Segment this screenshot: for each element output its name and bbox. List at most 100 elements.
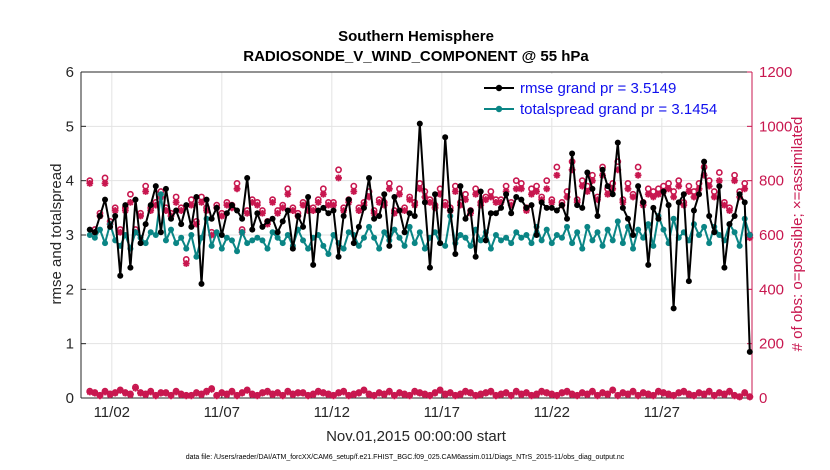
totalspread-point [696,232,703,238]
assimilated-marker [548,391,556,399]
rmse-point [391,193,398,200]
assimilated-marker [279,204,287,212]
assimilated-marker [218,212,226,220]
assimilated-marker [152,201,160,209]
rmse-point [401,229,408,236]
assimilated-marker [269,199,276,206]
assimilated-marker [517,185,525,193]
assimilated-marker [614,392,622,400]
rmse-point [447,207,454,214]
plot-area [86,120,754,401]
assimilated-marker [86,388,94,396]
rmse-point [584,169,591,176]
possible-marker [543,177,551,185]
totalspread-point [381,229,388,236]
assimilated-marker [660,389,667,397]
rmse-point [477,188,484,195]
assimilated-marker [715,177,723,185]
assimilated-marker [497,199,505,206]
rmse-point [599,166,606,173]
assimilated-marker [391,392,398,400]
totalspread-point [442,242,449,249]
assimilated-marker [325,391,332,399]
y-right-tick-label: 0 [759,390,767,407]
totalspread-point [640,234,647,241]
totalspread-point [249,237,256,244]
assimilated-marker [416,185,424,193]
rmse-point [330,207,337,214]
rmse-point [645,261,652,268]
rmse-point [609,191,616,198]
rmse-point [665,202,672,209]
y-right-tick-label: 1000 [759,118,792,135]
assimilated-marker [243,209,251,217]
totalspread-point [198,234,205,241]
totalspread-point [746,232,753,238]
rmse-point [574,202,581,209]
totalspread-point [609,237,616,244]
assimilated-marker [609,386,617,394]
rmse-point [234,207,241,214]
rmse-point [670,305,677,312]
assimilated-marker [675,182,683,190]
possible-marker [127,190,134,198]
rmse-series [86,120,753,355]
assimilated-marker [375,389,383,397]
rmse-point [675,199,682,206]
y-tick-label: 1 [66,336,74,353]
assimilated-marker [101,388,109,396]
x-tick-label: 11/07 [204,404,240,421]
obs-series-5 [86,384,754,401]
assimilated-marker [589,388,596,396]
y-right-tick-label: 400 [759,281,784,298]
rmse-point [635,183,642,190]
assimilated-marker [396,190,403,198]
rmse-point [366,174,373,181]
tick-labels: 0 1 2 3 4 5 6 0 200 400 600 800 1000 1200 11/02 11/07 11… [66,64,793,421]
totalspread-point [457,232,464,238]
assimilated-marker [365,193,373,201]
assimilated-marker [116,228,124,236]
rmse-point [228,202,235,209]
assimilated-marker [649,392,657,400]
rmse-point [310,261,317,268]
rmse-point [381,191,388,198]
totalspread-point [406,223,413,230]
totalspread-point [558,234,565,241]
assimilated-marker [182,392,190,400]
assimilated-marker [243,386,251,394]
y-right-tick-label: 600 [759,227,784,244]
assimilated-marker [340,207,348,214]
assimilated-marker [248,391,256,399]
totalspread-point [284,232,291,238]
rmse-point [498,204,505,211]
rmse-point [315,207,322,214]
assimilated-marker [269,391,276,399]
y-right-tick-label: 800 [759,173,784,190]
legend-marker-rmse [495,84,503,92]
rmse-point [604,183,611,190]
rmse-point [122,202,129,209]
rmse-point [203,196,210,203]
rmse-point [503,191,510,198]
rmse-point [254,210,261,217]
rmse-point [411,212,418,219]
totalspread-point [523,232,530,238]
assimilated-marker [208,231,216,239]
totalspread-point [477,237,484,244]
rmse-point [518,196,525,203]
assimilated-marker [594,196,601,204]
rmse-point [746,348,753,355]
x-tick-label: 11/22 [534,404,570,421]
rmse-point [183,202,190,209]
y-tick-label: 4 [66,173,74,190]
assimilated-marker [187,392,195,400]
rmse-point [173,207,180,214]
assimilated-marker [451,188,459,195]
assimilated-marker [736,393,744,401]
totalspread-point [462,234,469,241]
totalspread-point [553,232,560,238]
rmse-point [305,193,312,200]
assimilated-marker [594,392,601,400]
rmse-point [416,120,423,127]
